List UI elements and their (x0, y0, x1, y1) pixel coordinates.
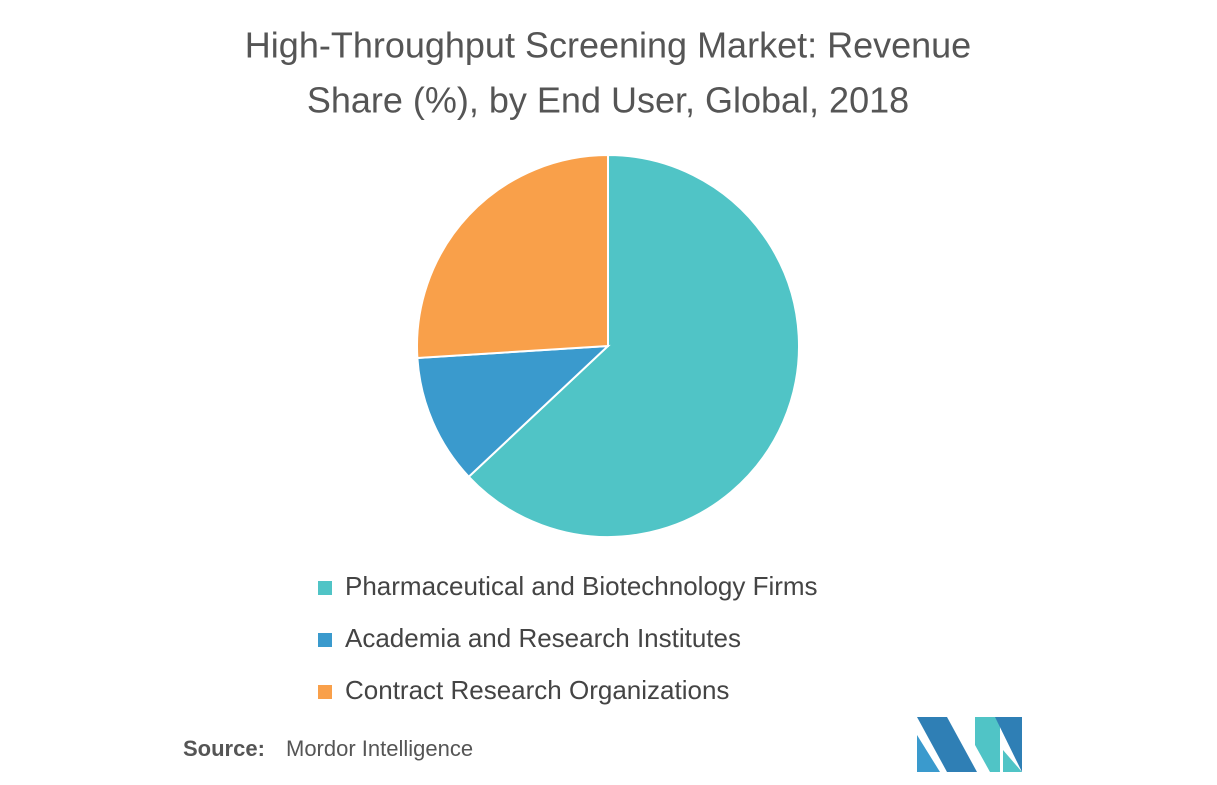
chart-title: Share (%), by End User, Global, 2018 (307, 80, 909, 121)
legend-label: Pharmaceutical and Biotechnology Firms (345, 571, 818, 601)
legend-label: Contract Research Organizations (345, 675, 729, 705)
pie-slice (467, 153, 800, 538)
legend-swatch (318, 685, 332, 699)
pie-slice (416, 153, 609, 360)
pie-slice (416, 344, 611, 479)
source: Mordor Intelligence (286, 736, 473, 761)
logo (917, 717, 1022, 772)
legend-swatch (318, 633, 332, 647)
legend-label: Academia and Research Institutes (345, 623, 741, 653)
chart-title: High-Throughput Screening Market: Revenu… (245, 25, 971, 66)
source-label: Source: (183, 736, 265, 761)
legend-swatch (318, 581, 332, 595)
